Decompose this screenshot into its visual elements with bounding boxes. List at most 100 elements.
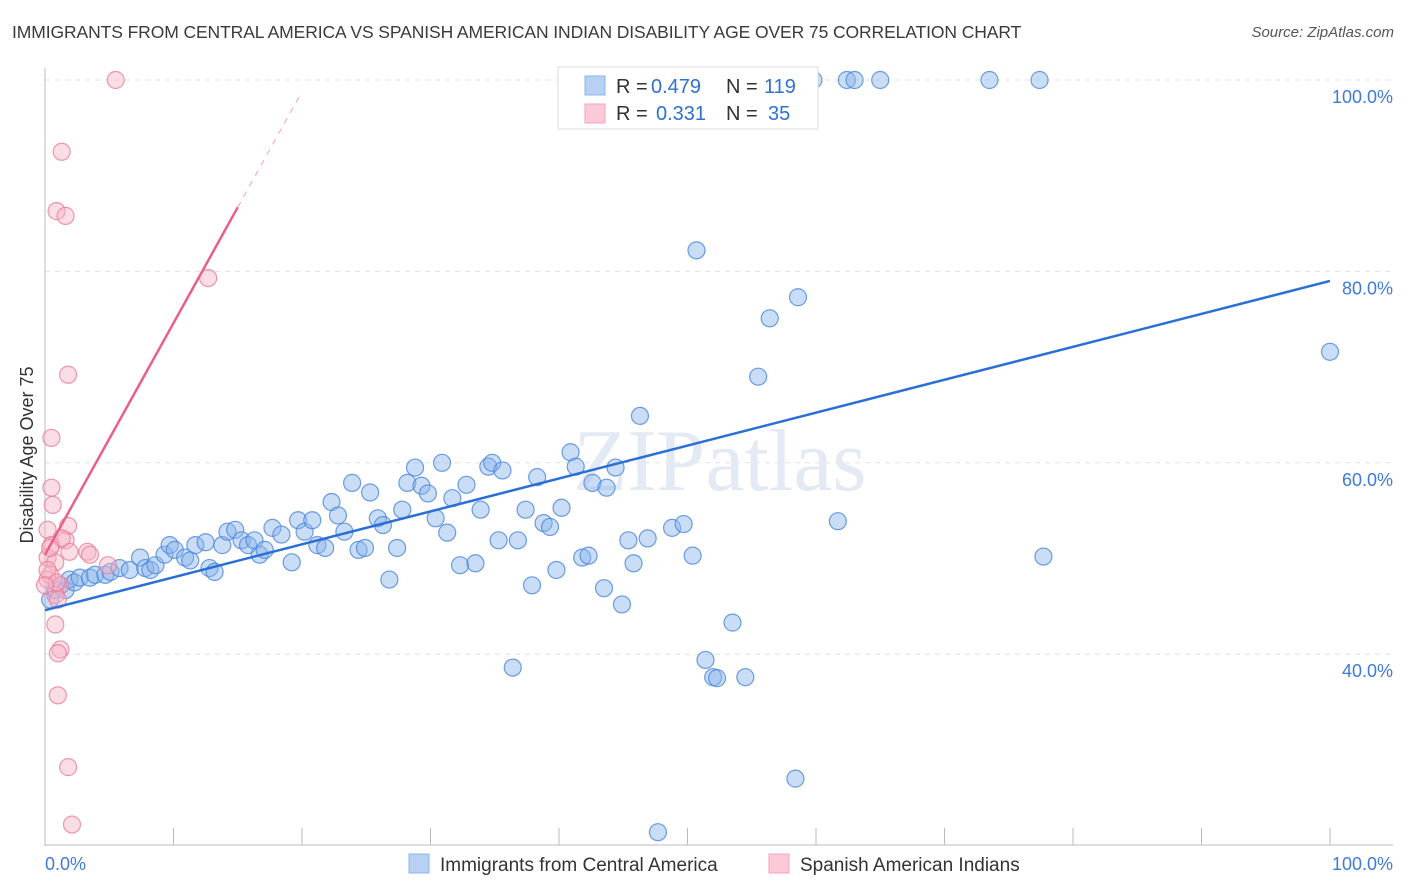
- point-central-america: [786, 769, 805, 788]
- point-central-america: [226, 520, 245, 539]
- point-central-america: [674, 514, 693, 534]
- point-spanish-american-indian: [98, 556, 118, 575]
- point-central-america: [707, 669, 727, 688]
- point-central-america: [489, 531, 508, 550]
- point-central-america: [630, 406, 650, 426]
- point-central-america: [493, 461, 512, 480]
- point-central-america: [561, 443, 580, 462]
- point-central-america: [86, 565, 105, 584]
- trend-line-spanish-american-indians: [43, 206, 239, 556]
- point-central-america: [466, 554, 485, 573]
- legend-r-value: 0.331: [656, 103, 706, 125]
- point-central-america: [155, 545, 174, 564]
- point-central-america: [687, 241, 706, 260]
- y-tick-label: 40.0%: [1342, 661, 1393, 681]
- point-central-america: [355, 538, 375, 558]
- trend-line-extension: [237, 91, 303, 208]
- point-spanish-american-indian: [62, 815, 82, 834]
- chart-title: IMMIGRANTS FROM CENTRAL AMERICA VS SPANI…: [12, 22, 1022, 42]
- trend-lines: [43, 91, 1331, 612]
- point-central-america: [579, 546, 598, 565]
- legend-swatch-pink: [584, 103, 606, 124]
- y-tick-label: 80.0%: [1342, 278, 1393, 298]
- point-central-america: [980, 70, 999, 90]
- chart-source: Source: ZipAtlas.com: [1251, 24, 1394, 41]
- point-central-america: [289, 511, 308, 530]
- point-central-america: [438, 523, 457, 542]
- y-tick-label: 60.0%: [1342, 470, 1393, 490]
- point-central-america: [540, 517, 560, 537]
- point-spanish-american-indian: [48, 686, 67, 705]
- y-tick-labels: 100.0% 80.0% 60.0% 40.0%: [1332, 87, 1393, 681]
- grid: [45, 79, 1393, 655]
- point-central-america: [788, 288, 808, 307]
- point-spanish-american-indian: [35, 576, 55, 595]
- point-central-america: [683, 546, 702, 565]
- legend-swatch-blue: [584, 75, 606, 96]
- point-spanish-american-indian: [48, 644, 67, 663]
- point-central-america: [181, 551, 200, 570]
- legend-r-value: 0.479: [651, 76, 701, 98]
- point-central-america: [594, 579, 614, 598]
- point-central-america: [624, 554, 643, 573]
- point-spanish-american-indian: [56, 206, 75, 225]
- point-central-america: [1320, 342, 1340, 361]
- point-spanish-american-indian: [38, 560, 57, 580]
- point-spanish-american-indian: [60, 542, 79, 561]
- point-central-america: [387, 538, 407, 558]
- point-central-america: [272, 525, 291, 544]
- point-central-america: [736, 668, 755, 687]
- legend-label: Immigrants from Central America: [440, 855, 718, 876]
- point-spanish-american-indian: [46, 615, 65, 634]
- trend-line-central-america: [44, 279, 1331, 612]
- point-central-america: [282, 553, 301, 572]
- legend-item-central-america[interactable]: Immigrants from Central America: [408, 853, 718, 876]
- point-central-america: [749, 367, 768, 386]
- point-spanish-american-indian: [38, 520, 57, 539]
- point-central-america: [343, 473, 362, 492]
- series-legend: Immigrants from Central America Spanish …: [408, 853, 1020, 876]
- point-central-america: [361, 483, 380, 502]
- point-spanish-american-indian: [43, 495, 62, 515]
- point-central-america: [186, 536, 205, 555]
- point-central-america: [696, 650, 715, 670]
- point-central-america: [528, 468, 547, 487]
- point-central-america: [398, 473, 417, 492]
- point-central-america: [1034, 547, 1053, 566]
- point-spanish-american-indian: [78, 542, 97, 561]
- point-central-america: [516, 500, 535, 519]
- point-central-america: [165, 540, 184, 559]
- point-central-america: [522, 576, 542, 595]
- point-central-america: [638, 529, 657, 548]
- point-central-america: [552, 498, 571, 517]
- point-central-america: [405, 458, 425, 477]
- point-spanish-american-indian: [59, 365, 78, 384]
- point-central-america: [662, 518, 682, 537]
- point-central-america: [175, 548, 195, 567]
- data-points: [35, 70, 1340, 842]
- point-central-america: [70, 568, 89, 587]
- point-central-america: [328, 506, 348, 525]
- point-central-america: [457, 475, 476, 494]
- point-central-america: [583, 473, 602, 492]
- axes: [44, 68, 1393, 846]
- point-central-america: [213, 536, 232, 555]
- point-central-america: [573, 548, 592, 567]
- point-central-america: [349, 540, 368, 559]
- point-central-america: [845, 70, 864, 90]
- point-central-america: [612, 595, 632, 614]
- x-tick-label-min: 0.0%: [45, 854, 86, 874]
- legend-r-label: R =: [616, 103, 648, 125]
- point-central-america: [380, 570, 399, 589]
- x-tick-label-max: 100.0%: [1332, 854, 1393, 874]
- point-central-america: [619, 531, 638, 550]
- y-axis-label: Disability Age Over 75: [17, 366, 37, 543]
- point-central-america: [871, 70, 890, 90]
- point-spanish-american-indian: [52, 142, 71, 161]
- legend-n-value: 119: [764, 76, 796, 98]
- point-central-america: [120, 560, 139, 580]
- legend-n-label: N =: [726, 76, 758, 98]
- point-central-america: [450, 556, 470, 575]
- legend-item-spanish-american-indians[interactable]: Spanish American Indians: [768, 853, 1020, 876]
